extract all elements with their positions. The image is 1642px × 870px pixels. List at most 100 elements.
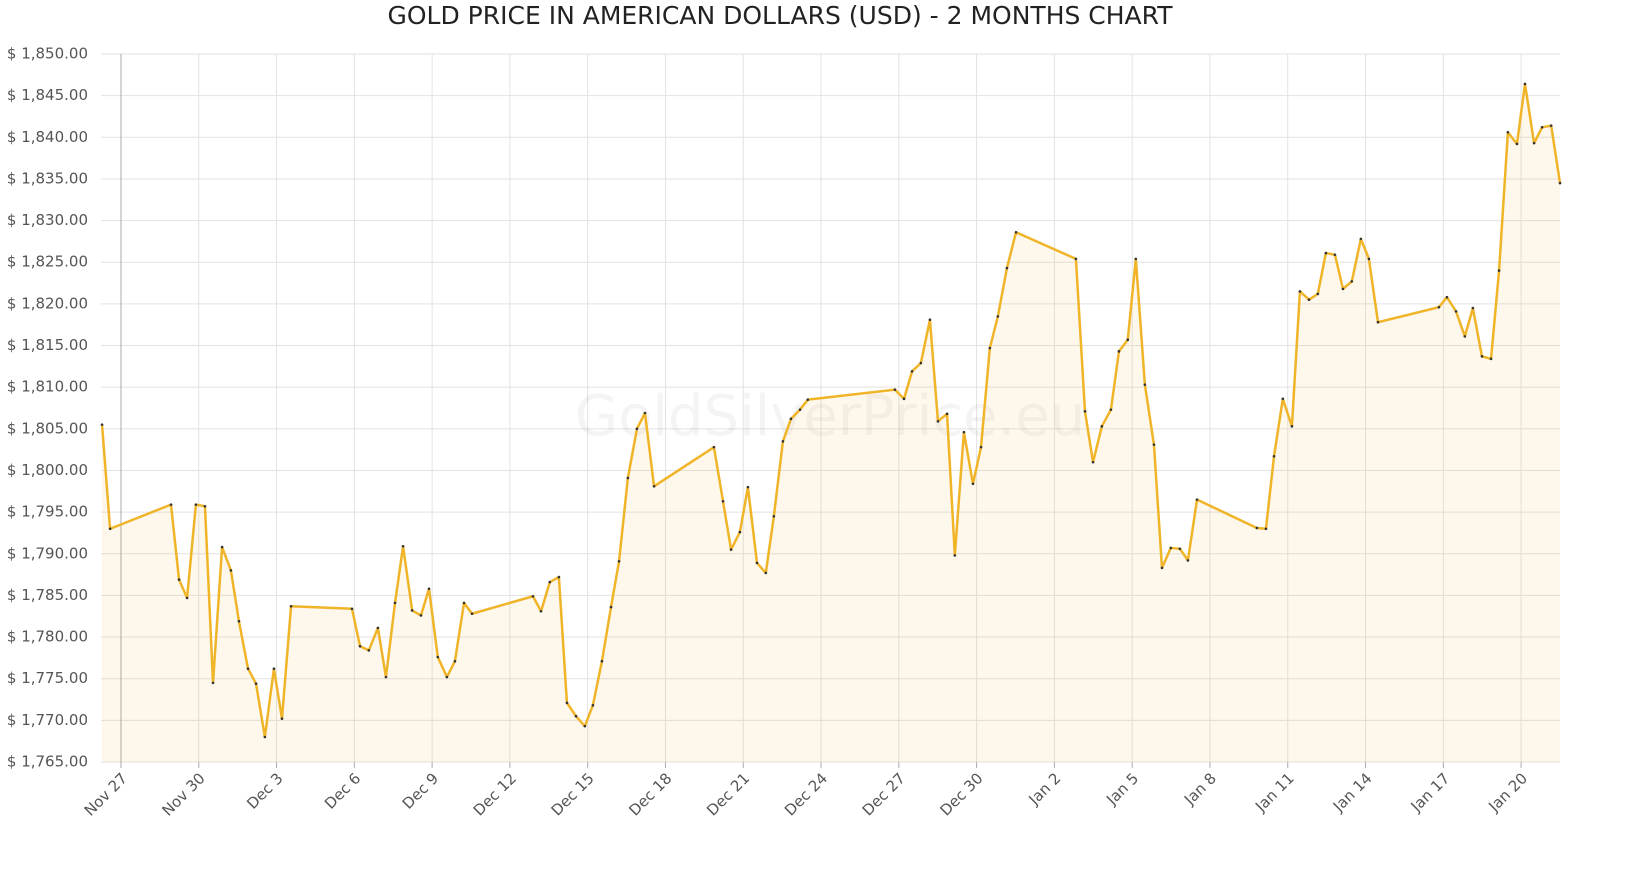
point	[1195, 498, 1199, 501]
point	[100, 423, 104, 426]
x-tick-label: Dec 24	[781, 769, 831, 819]
x-tick-label: Jan 17	[1407, 769, 1454, 816]
point	[1109, 408, 1113, 411]
point	[1515, 142, 1519, 146]
point	[617, 559, 621, 563]
point	[367, 649, 371, 652]
x-tick-label: Jan 8	[1180, 769, 1220, 809]
point	[280, 717, 284, 720]
y-tick-label: $ 1,825.00	[7, 253, 88, 271]
point	[1272, 455, 1276, 458]
point	[1367, 257, 1371, 261]
point	[419, 614, 423, 617]
point	[272, 667, 276, 671]
point	[445, 675, 449, 679]
point	[635, 427, 639, 431]
watermark: GoldSilverPrice.eu	[575, 384, 1085, 449]
point	[902, 397, 906, 401]
point	[1445, 295, 1449, 299]
point	[1506, 130, 1510, 134]
point	[384, 675, 388, 679]
point	[1540, 125, 1544, 129]
point	[1437, 305, 1441, 309]
point	[220, 545, 224, 549]
point	[609, 605, 613, 609]
point	[764, 571, 768, 575]
point	[1074, 257, 1078, 261]
point	[738, 530, 742, 534]
point	[1134, 257, 1138, 261]
point	[945, 412, 949, 416]
point	[1333, 253, 1337, 257]
point	[169, 503, 173, 506]
point	[1324, 251, 1328, 255]
point	[962, 430, 966, 434]
point	[652, 484, 656, 488]
point	[539, 609, 543, 613]
point	[263, 735, 267, 739]
point	[1100, 425, 1104, 428]
x-tick-label: Dec 6	[321, 769, 364, 812]
point	[1169, 546, 1173, 550]
point	[229, 569, 233, 572]
point	[1091, 460, 1095, 464]
point	[203, 504, 207, 508]
point	[436, 655, 440, 659]
point	[1143, 383, 1147, 386]
x-tick-label: Jan 2	[1024, 769, 1064, 809]
y-tick-label: $ 1,810.00	[7, 378, 88, 396]
point	[393, 601, 397, 605]
point	[919, 361, 923, 365]
point	[1083, 410, 1087, 413]
point	[1463, 335, 1467, 338]
y-tick-label: $ 1,835.00	[7, 169, 88, 187]
point	[1471, 306, 1475, 310]
x-tick-label: Dec 21	[703, 769, 753, 819]
point	[1376, 320, 1380, 324]
point	[1290, 425, 1294, 428]
point	[1549, 124, 1553, 127]
point	[1497, 269, 1501, 272]
point	[565, 701, 569, 705]
point	[755, 561, 759, 565]
chart-title: GOLD PRICE IN AMERICAN DOLLARS (USD) - 2…	[388, 1, 1174, 30]
y-tick-label: $ 1,770.00	[7, 711, 88, 729]
point	[746, 485, 750, 489]
point	[557, 575, 561, 579]
y-tick-label: $ 1,785.00	[7, 586, 88, 604]
point	[1307, 298, 1311, 302]
point	[376, 626, 380, 630]
point	[401, 544, 405, 548]
point	[1532, 141, 1536, 145]
point	[1160, 566, 1164, 570]
point	[1350, 280, 1354, 283]
point	[470, 612, 474, 616]
point	[600, 659, 604, 663]
point	[1454, 310, 1458, 313]
x-tick-label: Dec 30	[936, 769, 986, 819]
point	[1359, 237, 1363, 241]
point	[583, 724, 587, 728]
point	[936, 420, 940, 423]
y-tick-label: $ 1,830.00	[7, 211, 88, 229]
y-tick-label: $ 1,840.00	[7, 128, 88, 146]
point	[1298, 290, 1302, 293]
point	[1341, 287, 1345, 291]
y-tick-label: $ 1,765.00	[7, 753, 88, 771]
point	[211, 681, 215, 685]
y-tick-label: $ 1,820.00	[7, 294, 88, 312]
point	[1264, 527, 1268, 531]
x-tick-label: Dec 12	[470, 769, 520, 819]
x-tick-label: Dec 27	[859, 769, 909, 819]
area	[102, 83, 1561, 762]
x-tick-label: Nov 27	[81, 769, 131, 819]
point	[626, 476, 630, 480]
y-tick-label: $ 1,790.00	[7, 544, 88, 562]
x-tick-label: Dec 9	[399, 769, 442, 812]
point	[1186, 559, 1190, 562]
point	[1178, 547, 1182, 551]
point	[246, 667, 250, 671]
y-tick-label: $ 1,845.00	[7, 86, 88, 104]
point	[410, 609, 414, 612]
point	[806, 398, 810, 401]
